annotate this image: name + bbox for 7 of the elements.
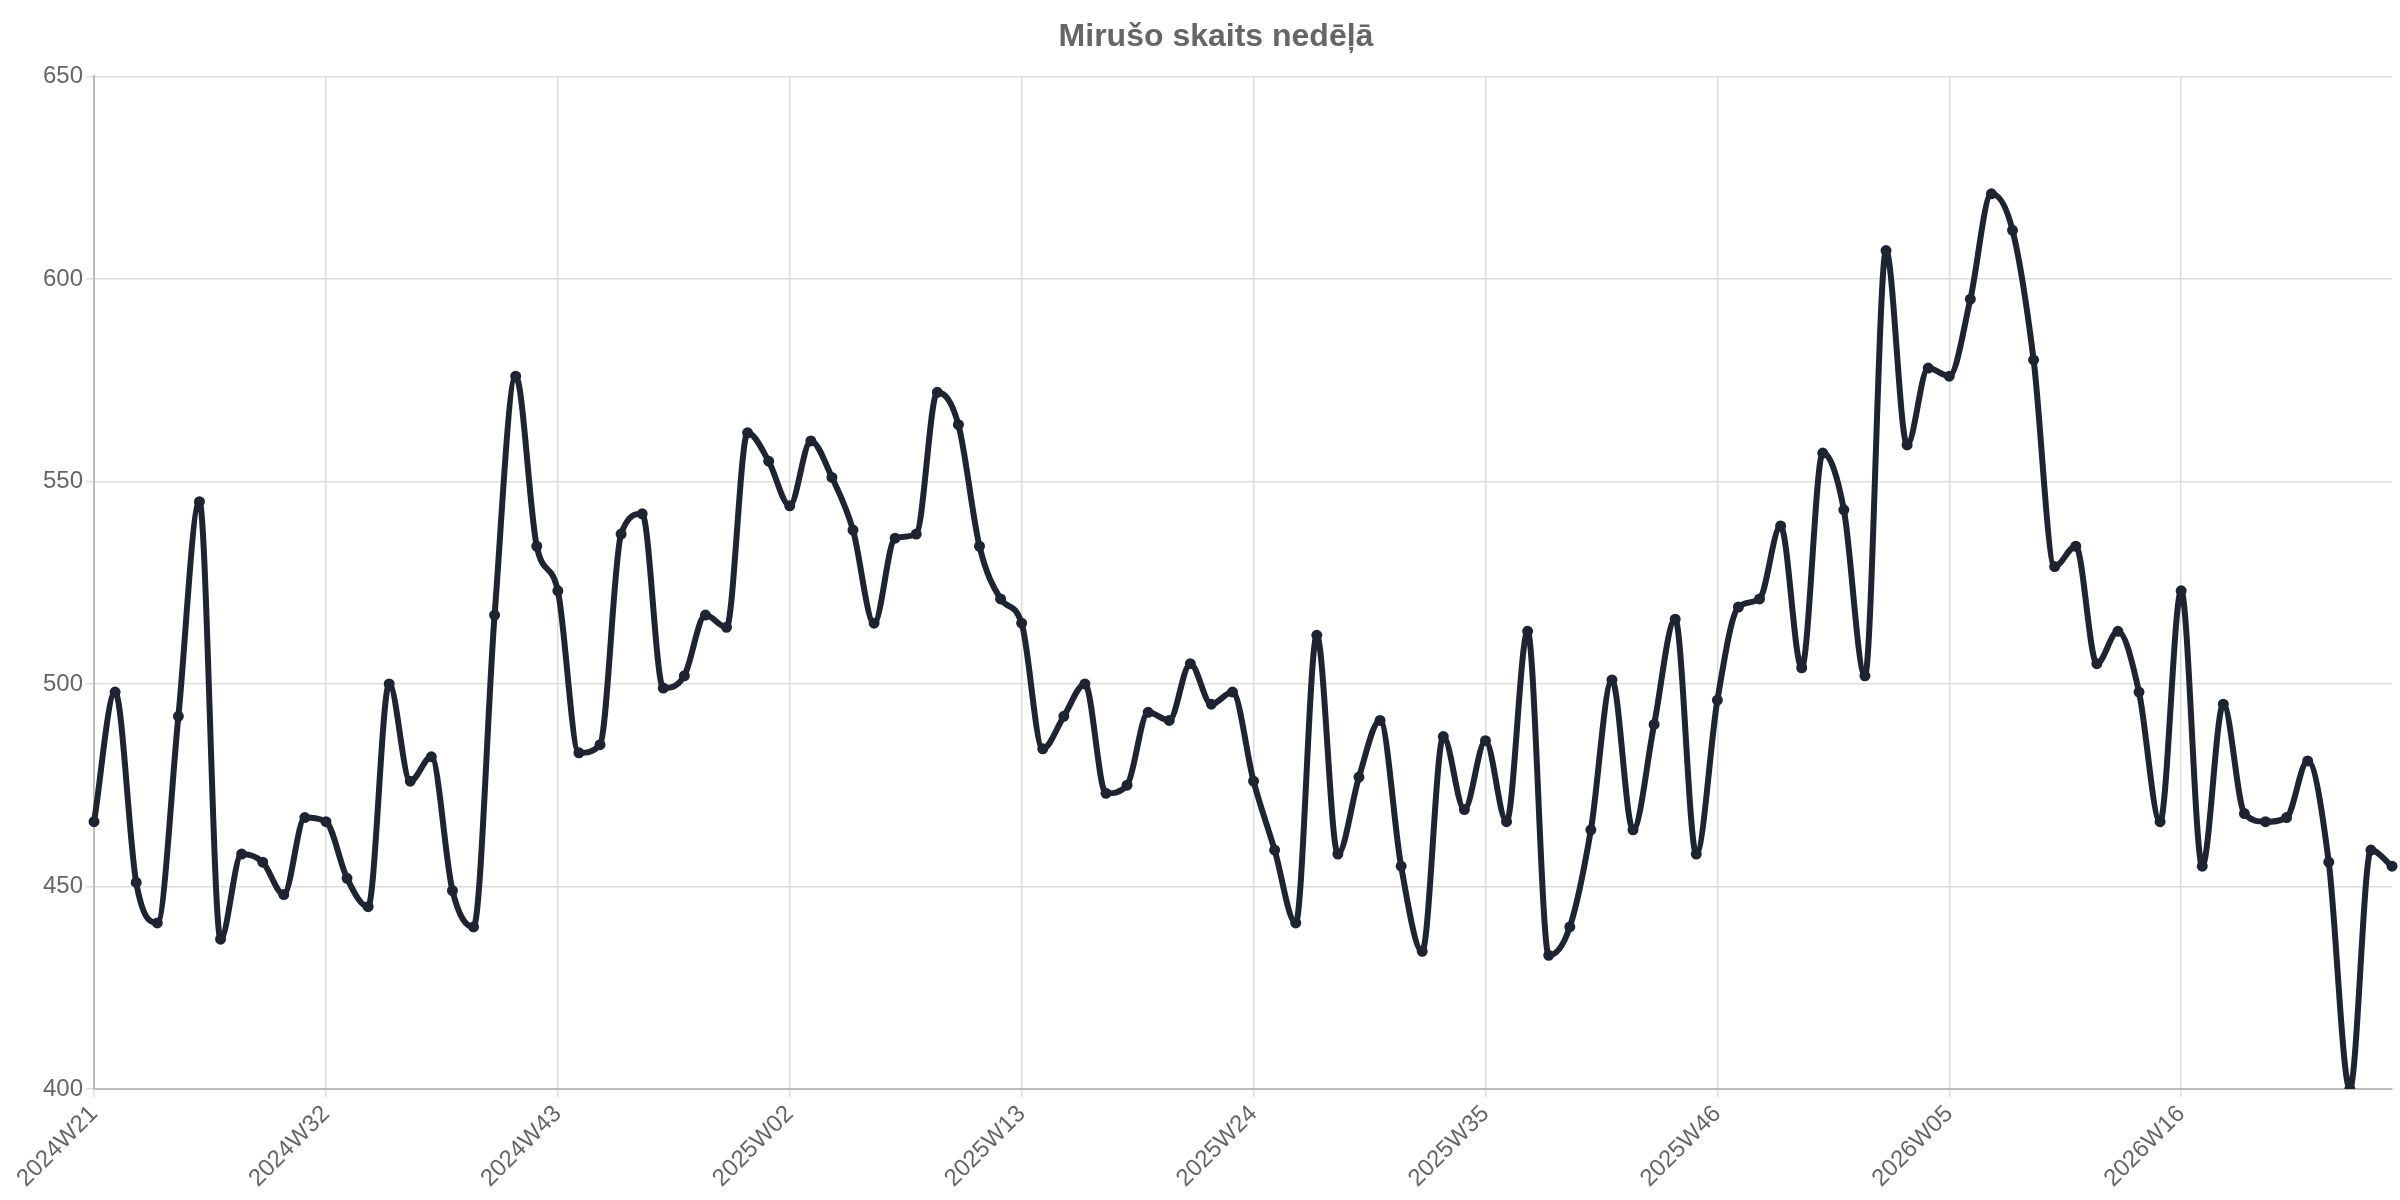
y-tick-label: 400 (43, 1073, 84, 1101)
chart-title: Mirušo skaits nedēļā (1058, 17, 1374, 54)
y-tick-label: 550 (43, 466, 84, 494)
y-tick-label: 500 (43, 668, 84, 696)
y-tick-label: 450 (43, 871, 84, 899)
y-tick-label: 600 (43, 263, 84, 291)
y-tick-label: 650 (43, 61, 84, 89)
